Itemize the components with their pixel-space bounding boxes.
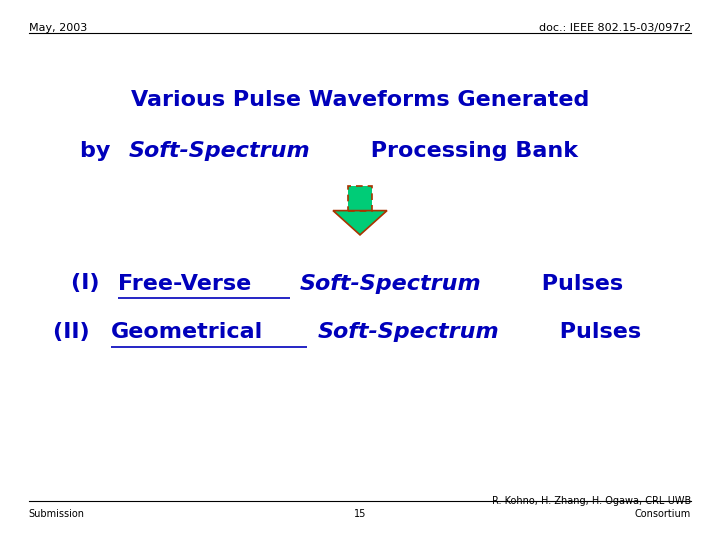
Text: Pulses: Pulses [552,322,641,342]
Text: Processing Bank: Processing Bank [363,141,578,161]
Bar [348,186,372,211]
Text: doc.: IEEE 802.15-03/097r2: doc.: IEEE 802.15-03/097r2 [539,23,691,33]
Text: Various Pulse Waveforms Generated: Various Pulse Waveforms Generated [131,90,589,110]
Bar [348,186,372,211]
Text: by: by [79,141,117,161]
Text: Soft-Spectrum: Soft-Spectrum [318,322,499,342]
Text: Soft-Spectrum: Soft-Spectrum [300,273,481,294]
Text: (II): (II) [53,322,98,342]
Text: Submission: Submission [29,509,85,519]
Text: Soft-Spectrum: Soft-Spectrum [129,141,310,161]
Text: R. Kohno, H. Zhang, H. Ogawa, CRL-UWB: R. Kohno, H. Zhang, H. Ogawa, CRL-UWB [492,496,691,506]
Text: Geometrical: Geometrical [111,322,263,342]
Text: May, 2003: May, 2003 [29,23,87,33]
Text: Consortium: Consortium [635,509,691,519]
Text: 15: 15 [354,509,366,519]
Text: Pulses: Pulses [534,273,623,294]
Polygon shape [333,211,387,235]
Text: (I): (I) [71,273,107,294]
Text: Free-Verse: Free-Verse [118,273,251,294]
